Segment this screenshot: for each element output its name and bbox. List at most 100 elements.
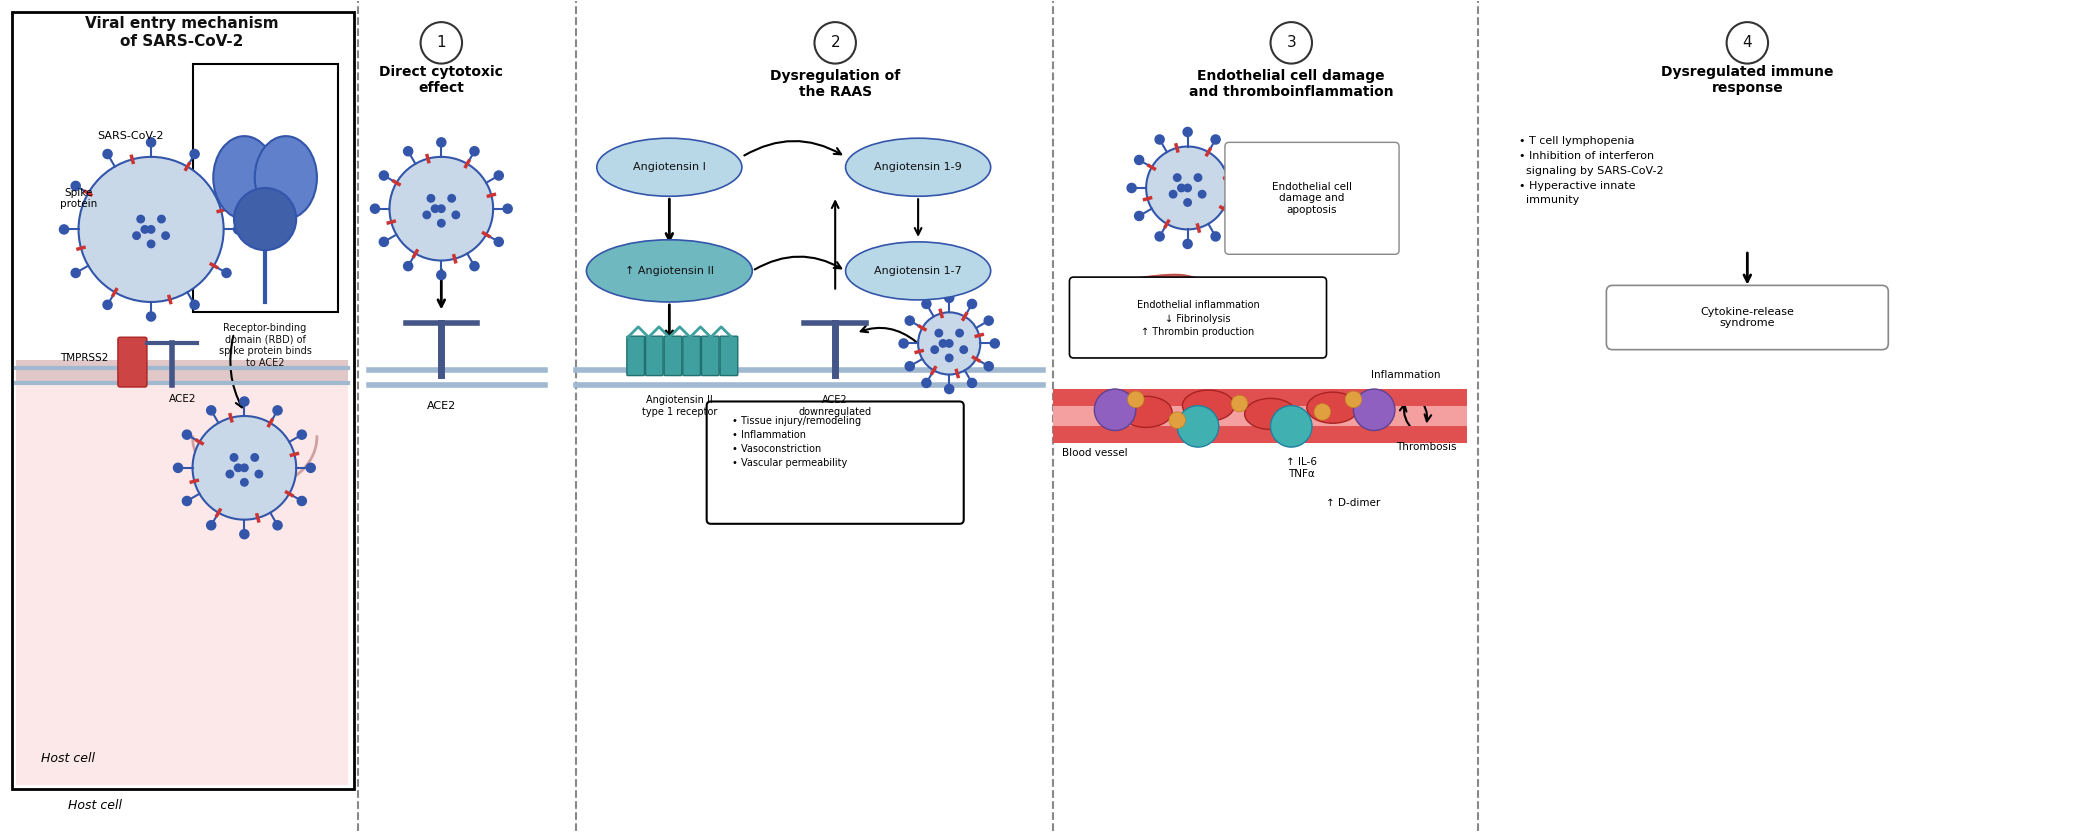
Circle shape xyxy=(298,430,306,439)
Circle shape xyxy=(432,205,438,212)
FancyBboxPatch shape xyxy=(707,402,963,524)
Text: 4: 4 xyxy=(1743,35,1751,51)
Circle shape xyxy=(273,406,281,415)
Circle shape xyxy=(1174,174,1180,181)
Circle shape xyxy=(427,195,434,202)
Circle shape xyxy=(1726,22,1768,63)
Circle shape xyxy=(240,397,248,406)
Circle shape xyxy=(899,339,909,348)
Circle shape xyxy=(469,261,480,270)
Circle shape xyxy=(1199,191,1205,198)
Circle shape xyxy=(494,237,502,246)
Circle shape xyxy=(905,362,915,371)
Ellipse shape xyxy=(1182,390,1234,421)
Circle shape xyxy=(905,316,915,325)
Ellipse shape xyxy=(1120,396,1172,428)
Circle shape xyxy=(404,146,413,156)
FancyBboxPatch shape xyxy=(119,337,146,387)
Circle shape xyxy=(173,463,183,473)
FancyBboxPatch shape xyxy=(1070,277,1326,358)
FancyBboxPatch shape xyxy=(1053,426,1468,443)
Circle shape xyxy=(142,225,148,233)
Text: TMPRSS2: TMPRSS2 xyxy=(60,353,108,363)
Circle shape xyxy=(163,232,169,240)
Circle shape xyxy=(1211,135,1220,144)
Text: Dysregulated immune
response: Dysregulated immune response xyxy=(1662,65,1833,96)
Circle shape xyxy=(959,346,967,354)
Circle shape xyxy=(181,430,192,439)
Text: Angiotensin II
type 1 receptor: Angiotensin II type 1 receptor xyxy=(642,395,717,417)
FancyBboxPatch shape xyxy=(13,12,354,789)
Circle shape xyxy=(1178,406,1220,447)
Ellipse shape xyxy=(596,138,742,196)
Circle shape xyxy=(1170,191,1176,198)
Text: Viral entry mechanism
of SARS-CoV-2: Viral entry mechanism of SARS-CoV-2 xyxy=(85,17,279,49)
Circle shape xyxy=(1345,391,1362,408)
Circle shape xyxy=(181,497,192,506)
Text: Spike
protein: Spike protein xyxy=(60,187,98,209)
Circle shape xyxy=(379,171,388,180)
FancyBboxPatch shape xyxy=(646,336,663,375)
Text: Thrombosis: Thrombosis xyxy=(1395,442,1455,452)
FancyBboxPatch shape xyxy=(192,63,338,312)
Circle shape xyxy=(1353,389,1395,430)
Circle shape xyxy=(502,204,513,213)
Circle shape xyxy=(945,339,953,347)
FancyBboxPatch shape xyxy=(1224,142,1399,255)
Circle shape xyxy=(945,293,953,302)
Circle shape xyxy=(148,225,154,233)
FancyBboxPatch shape xyxy=(628,336,644,375)
Circle shape xyxy=(229,453,238,461)
FancyBboxPatch shape xyxy=(701,336,719,375)
FancyBboxPatch shape xyxy=(1053,389,1468,406)
Text: • Tissue injury/remodeling
• Inflammation
• Vasoconstriction
• Vascular permeabi: • Tissue injury/remodeling • Inflammatio… xyxy=(732,416,861,468)
Circle shape xyxy=(225,470,234,478)
Circle shape xyxy=(221,181,231,191)
Text: Angiotensin 1-9: Angiotensin 1-9 xyxy=(874,162,961,172)
Circle shape xyxy=(190,150,200,159)
Circle shape xyxy=(102,300,113,310)
Text: ACE2: ACE2 xyxy=(427,401,457,411)
Circle shape xyxy=(1238,183,1249,192)
Circle shape xyxy=(146,312,156,321)
FancyBboxPatch shape xyxy=(1605,285,1889,349)
Circle shape xyxy=(1182,127,1193,136)
Text: Endothelial inflammation
↓ Fibrinolysis
↑ Thrombin production: Endothelial inflammation ↓ Fibrinolysis … xyxy=(1136,300,1259,337)
Circle shape xyxy=(494,171,502,180)
Circle shape xyxy=(984,362,992,371)
Circle shape xyxy=(423,211,430,219)
Ellipse shape xyxy=(1245,399,1297,429)
Circle shape xyxy=(438,205,444,212)
Text: Angiotensin 1-7: Angiotensin 1-7 xyxy=(874,266,961,276)
FancyBboxPatch shape xyxy=(17,385,348,785)
Circle shape xyxy=(273,521,281,530)
Circle shape xyxy=(254,470,263,478)
Circle shape xyxy=(234,225,242,234)
Circle shape xyxy=(138,215,144,223)
Circle shape xyxy=(1147,146,1228,230)
Circle shape xyxy=(922,379,932,388)
Text: • T cell lymphopenia
• Inhibition of interferon
  signaling by SARS-CoV-2
• Hype: • T cell lymphopenia • Inhibition of int… xyxy=(1520,136,1664,206)
Ellipse shape xyxy=(213,136,275,219)
Text: 1: 1 xyxy=(436,35,446,51)
Circle shape xyxy=(240,464,248,472)
Circle shape xyxy=(240,530,248,539)
Circle shape xyxy=(1128,183,1136,192)
Text: ↑ IL-6
TNFα: ↑ IL-6 TNFα xyxy=(1286,457,1318,478)
Circle shape xyxy=(1230,395,1247,412)
Text: Blood vessel: Blood vessel xyxy=(1061,448,1128,458)
Circle shape xyxy=(815,22,857,63)
Ellipse shape xyxy=(1307,392,1359,423)
FancyBboxPatch shape xyxy=(682,336,701,375)
Circle shape xyxy=(1184,199,1191,206)
Circle shape xyxy=(102,150,113,159)
Text: 3: 3 xyxy=(1286,35,1297,51)
Circle shape xyxy=(71,181,79,191)
Circle shape xyxy=(240,478,248,486)
Circle shape xyxy=(148,240,154,248)
Text: 2: 2 xyxy=(830,35,840,51)
Text: Host cell: Host cell xyxy=(42,751,96,765)
Circle shape xyxy=(133,232,140,240)
Circle shape xyxy=(390,157,494,260)
Circle shape xyxy=(1184,184,1191,191)
